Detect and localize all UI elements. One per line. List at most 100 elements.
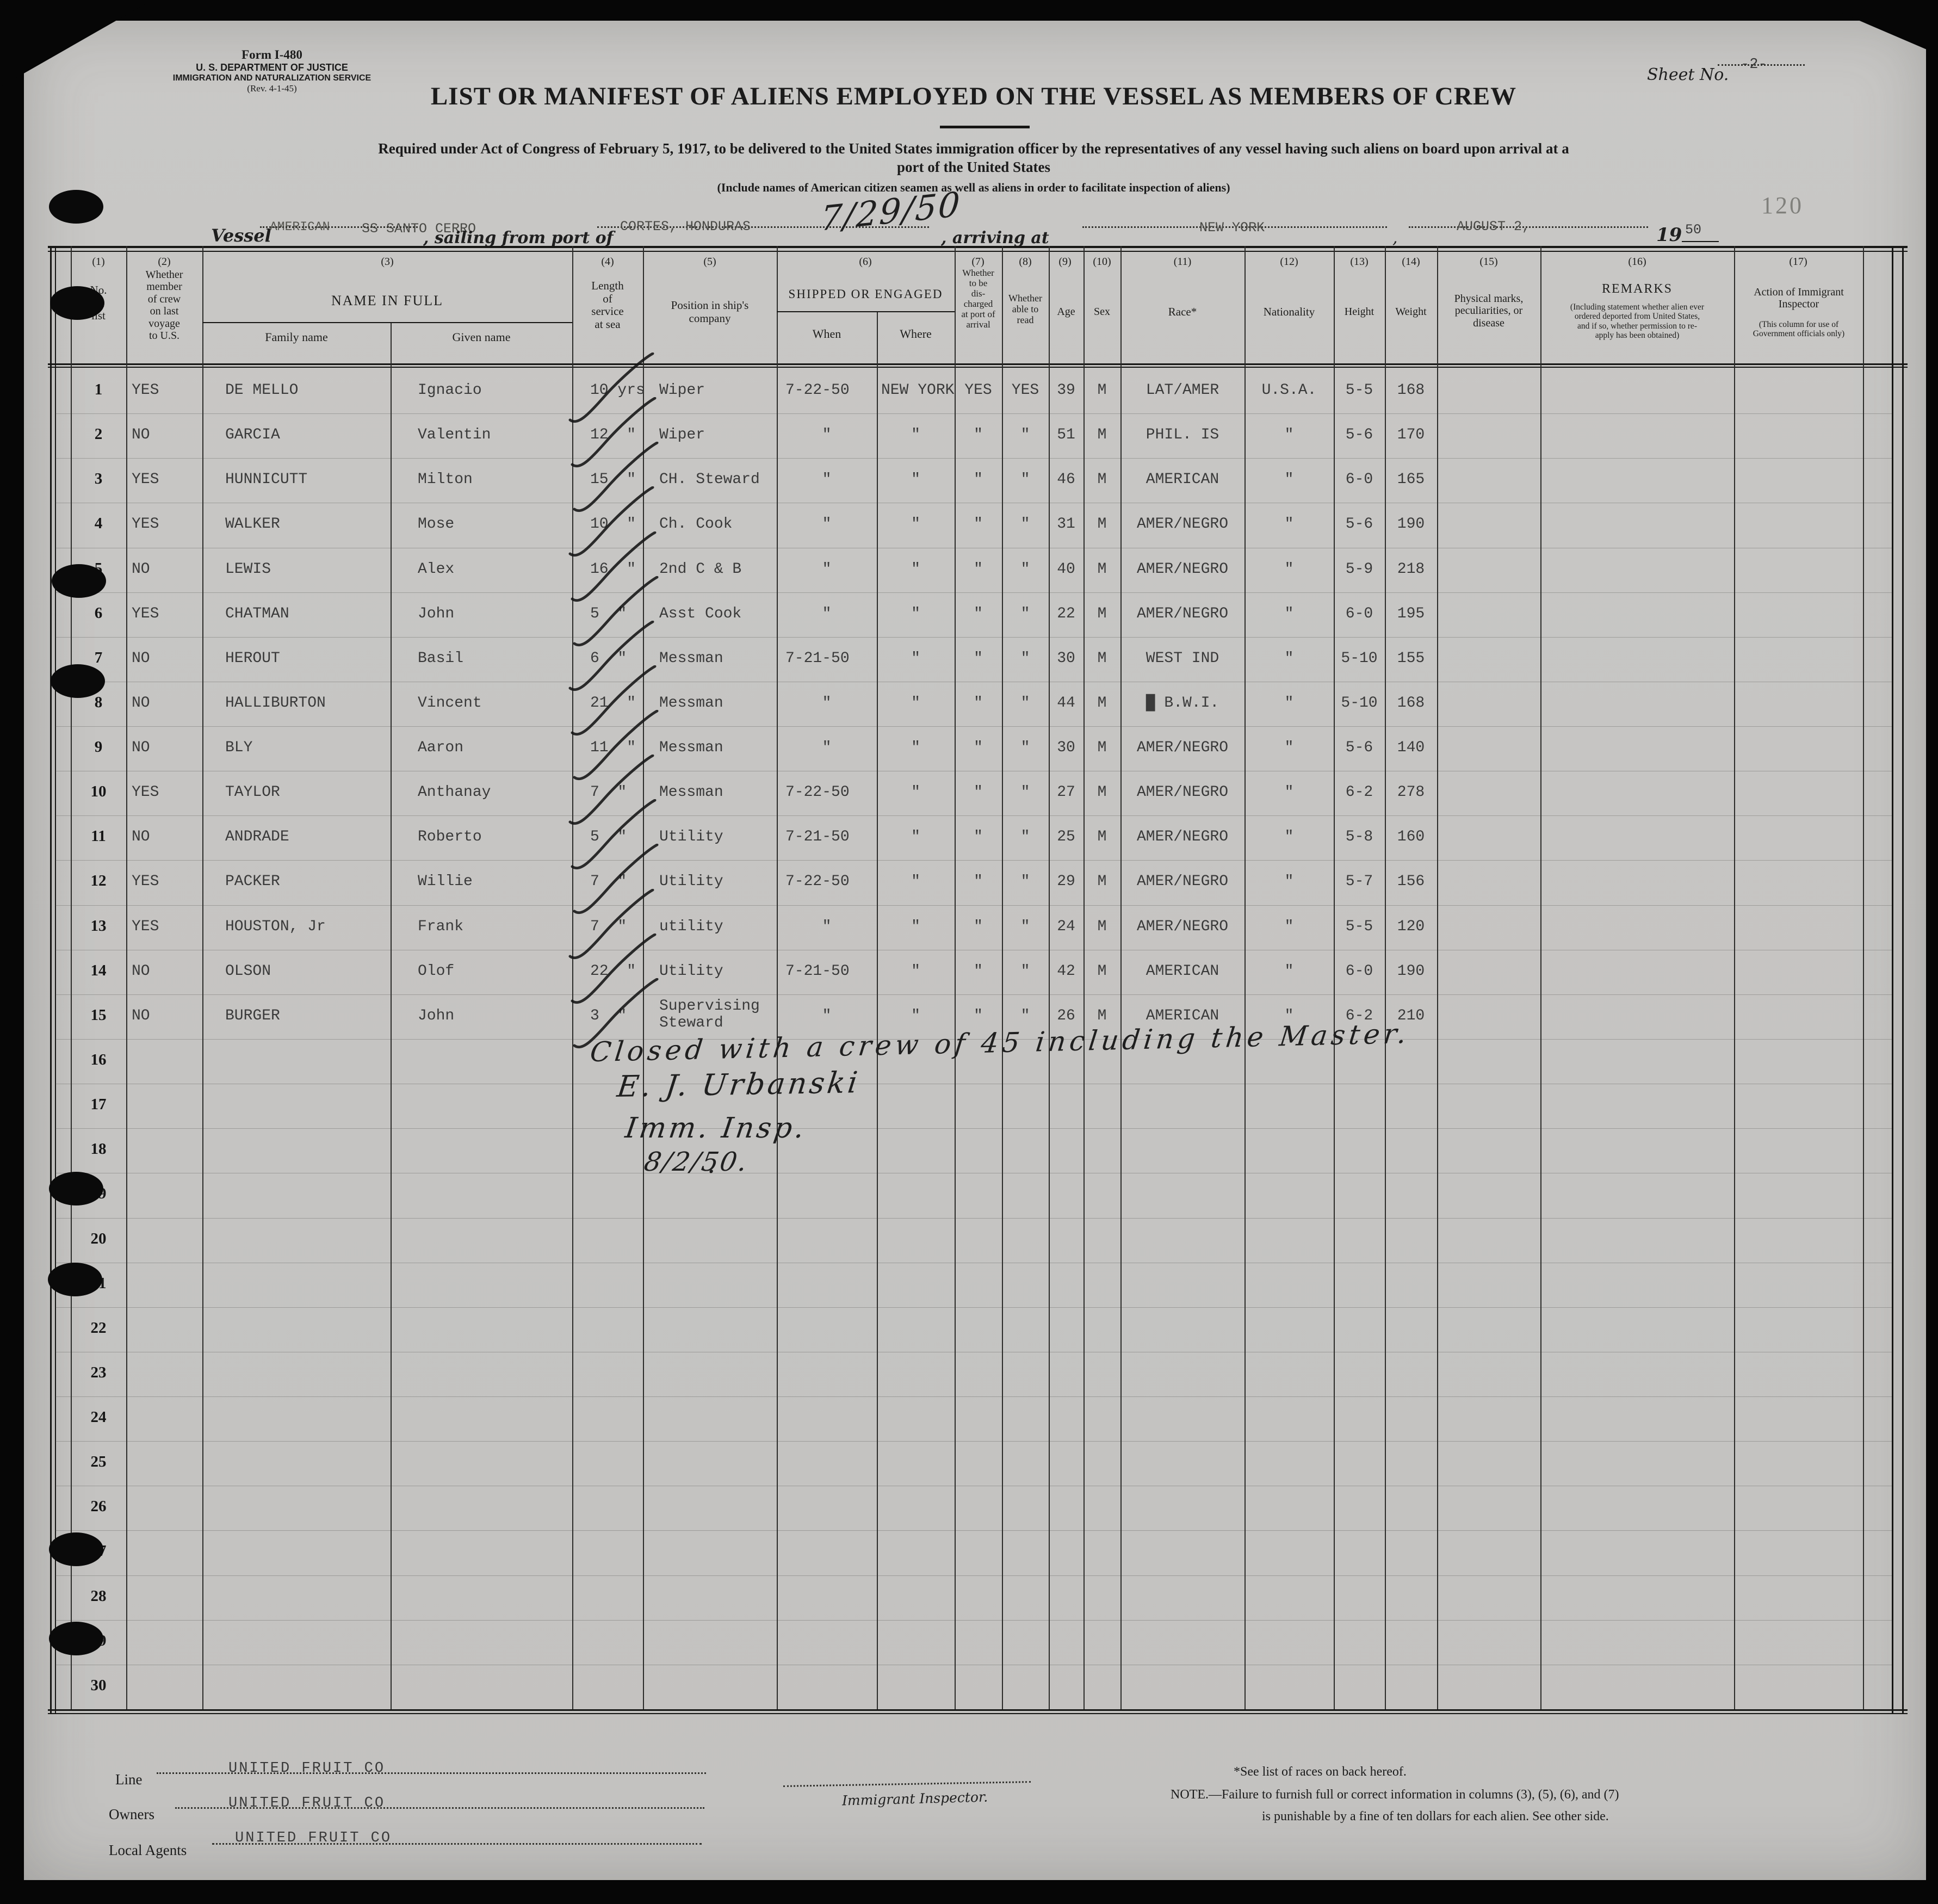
cell-nationality: " [1284,784,1294,801]
cell-service: 7 " [590,918,627,935]
cell-family: LEWIS [225,560,271,578]
closing-note-signature: E. J. Urbanski [615,1065,862,1104]
header-c15: Physical marks, peculiarities, or diseas… [1454,293,1524,329]
cell-service: 15 " [590,471,636,489]
table-rule [48,363,1908,365]
punch-hole [52,564,106,598]
cell-service: 12 " [590,426,636,444]
header-c14: Weight [1395,306,1427,318]
subtitle-note: (Include names of American citizen seame… [717,181,1230,194]
row-number: 4 [94,515,103,533]
column-line [1863,246,1864,1709]
cell-read: " [1020,829,1030,846]
column-line [572,246,573,1709]
cell-when: " [822,426,832,444]
cell-given: Ignacio [418,382,482,399]
cell-read: " [1020,739,1030,757]
cell-member: NO [132,560,150,578]
cell-nationality: " [1284,873,1294,891]
year-label: 19 [1656,224,1682,246]
arrival-date-rule [1409,226,1648,228]
cell-service: 16 " [590,560,636,578]
cell-height: 5-10 [1341,694,1378,712]
cell-nationality: " [1284,694,1294,712]
cell-weight: 156 [1397,873,1425,891]
cell-weight: 218 [1397,560,1425,578]
cell-age: 31 [1057,516,1075,533]
cell-discharged: " [974,426,983,444]
row-line [55,413,1892,415]
punch-hole [49,1532,103,1566]
row-line [55,815,1892,817]
cell-given: John [418,605,455,622]
column-number: (12) [1280,256,1298,268]
local-agents-value: UNITED FRUIT CO [235,1830,392,1846]
row-number: 7 [94,648,103,666]
column-line [1540,246,1541,1709]
cell-race: AMERICAN [1146,962,1219,980]
cell-when: 7-22-50 [785,784,850,801]
column-number: (1) [92,256,105,268]
cell-family: BLY [225,739,253,757]
cell-position: Utility [659,873,723,891]
cell-discharged: " [974,784,983,801]
line-value: UNITED FRUIT CO [228,1760,386,1777]
cell-nationality: " [1284,516,1294,533]
column-number: (3) [381,256,394,268]
cell-nationality: " [1284,918,1294,935]
cell-family: DE MELLO [225,382,299,399]
form-id-block: Form I-480 U. S. DEPARTMENT OF JUSTICE I… [131,48,413,94]
cell-where: " [911,605,920,622]
header-c17: Action of Immigrant Inspector [1754,286,1844,311]
punch-hole [48,1263,102,1296]
header-c5: Position in ship's company [671,299,749,325]
cell-service: 5 " [590,605,627,622]
cell-height: 5-6 [1345,739,1373,757]
column-line [777,246,778,1709]
column-number: (15) [1479,256,1498,268]
header-c16_note: (Including statement whether alien ever … [1570,302,1705,341]
column-subline [391,322,392,1709]
cell-height: 5-5 [1345,382,1373,399]
cell-race: AMER/NEGRO [1136,516,1229,533]
row-line [55,1217,1892,1219]
cell-weight: 168 [1397,694,1425,712]
row-number: 23 [90,1363,107,1381]
cell-weight: 120 [1397,918,1425,935]
cell-nationality: " [1284,962,1294,980]
cell-read: YES [1011,382,1039,399]
row-number: 6 [94,604,103,622]
cell-position: Messman [659,784,723,801]
column-line [1334,246,1335,1709]
row-number: 3 [94,470,103,488]
row-line [55,592,1892,593]
cell-position: utility [659,918,723,935]
cell-member: YES [132,382,159,399]
column-number: (6) [859,256,872,268]
row-number: 8 [94,693,103,711]
cell-where: " [911,873,920,891]
cell-service: 10 yrs [590,382,645,399]
cell-race: █ B.W.I. [1146,694,1219,712]
row-number: 26 [90,1498,107,1516]
column-line [202,246,203,1709]
arrival-comma: , [1392,228,1398,248]
cell-weight: 165 [1397,471,1425,489]
cell-weight: 160 [1397,829,1425,846]
page-stamp: 120 [1761,192,1804,219]
row-line [55,1396,1892,1398]
cell-given: Aaron [418,739,464,757]
cell-age: 44 [1057,694,1075,712]
header-c10: Sex [1094,306,1110,318]
cell-where: " [911,560,920,578]
cell-given: Basil [418,650,464,667]
column-line [1120,246,1122,1709]
column-line [1437,246,1438,1709]
cell-race: WEST IND [1146,650,1219,667]
cell-sex: M [1097,560,1107,578]
cell-given: Vincent [418,694,482,712]
column-number: (14) [1402,256,1420,268]
header-c3a: Family name [265,330,328,344]
cell-height: 6-0 [1345,471,1373,489]
column-line [1734,246,1735,1709]
